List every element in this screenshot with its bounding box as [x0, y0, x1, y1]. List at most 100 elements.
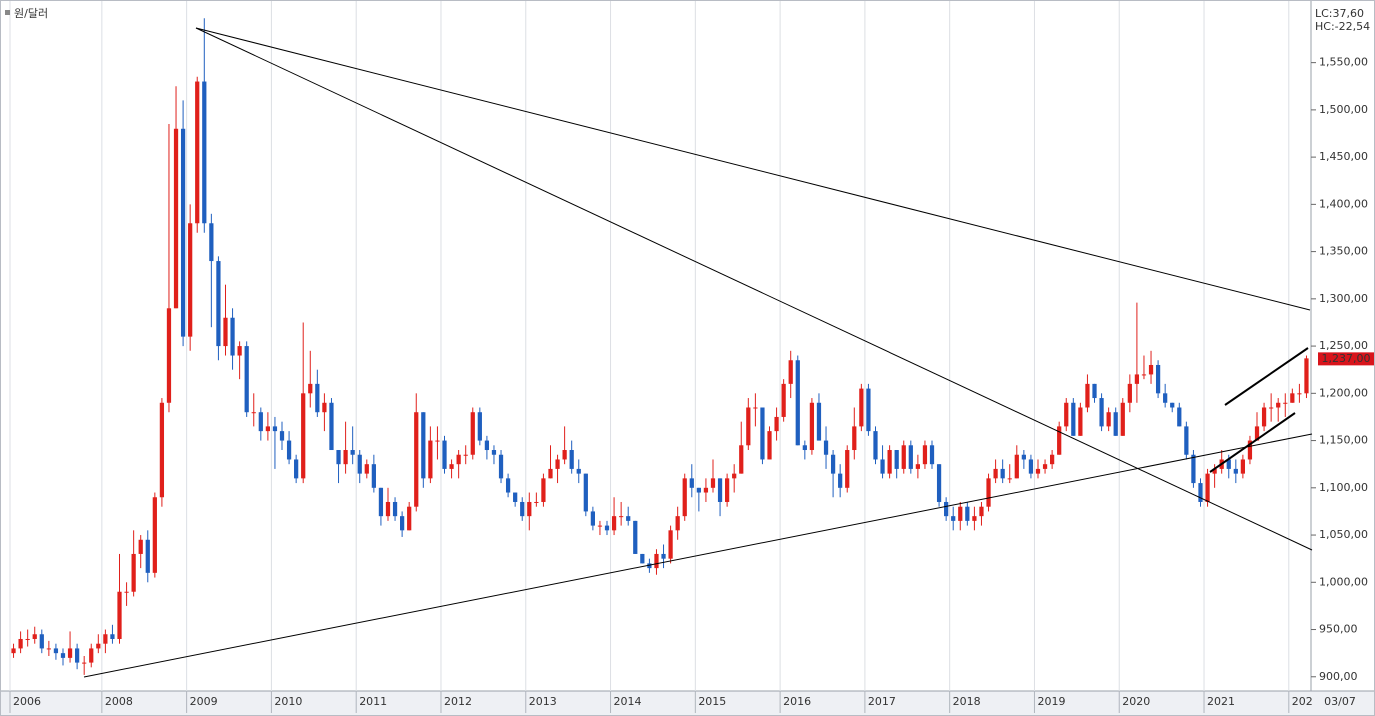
candle-body: [329, 402, 334, 451]
candle-body: [583, 473, 588, 512]
candle-body: [675, 516, 680, 531]
grid: [9, 1, 1290, 691]
candle-body: [944, 501, 949, 517]
candle-body: [272, 426, 278, 432]
y-tick-label: 1,050,00: [1319, 528, 1368, 541]
indicator-label: HC:-22,54: [1315, 20, 1370, 33]
candle-body: [449, 464, 454, 469]
candle-body: [53, 648, 59, 654]
candle-body: [901, 445, 906, 469]
candle-body: [1134, 374, 1140, 384]
y-tick-label: 1,400,00: [1319, 197, 1368, 210]
candle-body: [1064, 402, 1069, 427]
candle-body: [173, 128, 179, 309]
candle-body: [873, 431, 878, 460]
trend-line: [195, 27, 1311, 311]
candle-body: [188, 223, 193, 337]
candle-body: [435, 440, 440, 442]
candle-body: [845, 450, 850, 488]
candle-body: [152, 497, 157, 573]
candle-body: [1177, 407, 1182, 427]
candle-body: [1212, 468, 1217, 474]
candle-body: [39, 634, 44, 649]
x-end-label: 03/07: [1324, 695, 1356, 708]
candle-body: [166, 308, 172, 403]
candle-body: [838, 473, 843, 488]
candle-body: [110, 634, 115, 639]
y-tick-label: 1,250,00: [1319, 339, 1368, 352]
candle-body: [1092, 383, 1097, 399]
candle-body: [739, 445, 744, 474]
candle-body: [781, 383, 786, 417]
candle-body: [611, 516, 617, 531]
candle-body: [1240, 459, 1245, 474]
candle-body: [279, 431, 285, 441]
candle-body: [993, 468, 998, 479]
candle-body: [1170, 402, 1175, 408]
candle-body: [569, 450, 574, 469]
candle-body: [237, 346, 242, 356]
x-tick-label: 2014: [614, 695, 642, 708]
candle-body: [1085, 383, 1090, 408]
trend-lines: [83, 27, 1313, 678]
candle-body: [513, 492, 518, 502]
candle-body: [852, 426, 857, 451]
candle-body: [491, 450, 497, 455]
x-tick-label: 2010: [274, 695, 302, 708]
candle-body: [1021, 454, 1026, 460]
candle-body: [251, 412, 256, 414]
x-tick-label: 2015: [698, 695, 726, 708]
candle-body: [378, 487, 384, 517]
candle-body: [809, 402, 815, 451]
candle-body: [442, 440, 447, 469]
candle-body: [60, 653, 66, 658]
candle-body: [414, 412, 419, 507]
candle-body: [258, 412, 263, 432]
candle-body: [477, 412, 482, 441]
candle-body: [922, 445, 928, 465]
y-tick-label: 1,350,00: [1319, 245, 1368, 258]
chart-title: 원/달러: [14, 7, 48, 20]
candle-body: [548, 468, 553, 479]
candle-body: [725, 478, 730, 502]
last-price-label: 1,237,00: [1322, 352, 1371, 365]
candles: [11, 18, 1309, 675]
candle-body: [32, 634, 37, 639]
candle-body: [689, 478, 694, 488]
candle-body: [286, 440, 292, 460]
candle-body: [364, 464, 369, 474]
candle-body: [576, 468, 581, 474]
candle-body: [1127, 383, 1132, 403]
y-tick-label: 1,200,00: [1319, 386, 1368, 399]
candle-body: [894, 450, 899, 469]
candle-body: [1000, 468, 1005, 479]
candle-body: [1155, 364, 1161, 394]
candle-body: [859, 388, 864, 427]
candle-body: [915, 464, 920, 469]
candle-body: [527, 501, 532, 517]
candle-body: [1078, 407, 1083, 436]
candle-body: [336, 450, 341, 465]
candle-body: [343, 450, 348, 465]
candle-body: [640, 553, 645, 564]
candle-body: [753, 407, 758, 409]
candle-body: [216, 261, 221, 347]
candle-body: [124, 591, 129, 593]
candle-body: [1099, 398, 1104, 427]
candle-body: [830, 454, 836, 474]
candle-body: [230, 317, 235, 356]
candle-body: [1198, 483, 1203, 502]
candle-body: [1113, 412, 1118, 436]
candle-body: [11, 648, 16, 654]
x-tick-label: 2016: [783, 695, 811, 708]
x-tick-label: 2019: [1037, 695, 1065, 708]
candle-body: [117, 591, 122, 639]
y-tick-label: 1,000,00: [1319, 575, 1368, 588]
x-tick-label: 2009: [190, 695, 218, 708]
candle-body: [1304, 358, 1309, 394]
candle-body: [244, 346, 249, 413]
candle-body: [407, 506, 412, 531]
candle-body: [498, 454, 504, 479]
